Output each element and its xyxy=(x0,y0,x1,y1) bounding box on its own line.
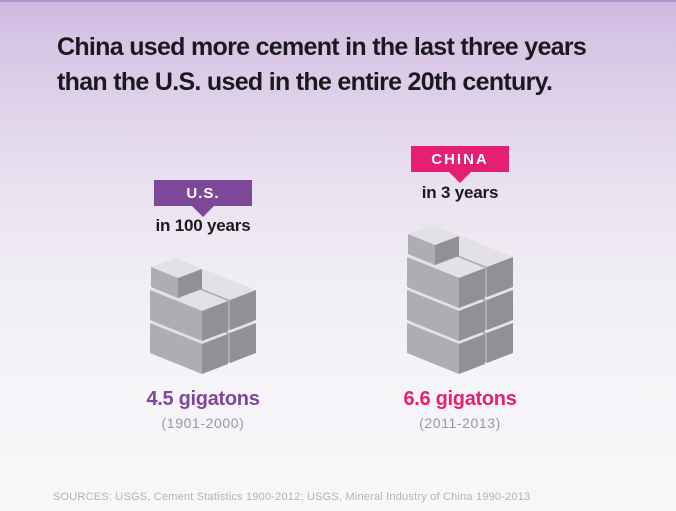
china-period-label: (2011-2013) xyxy=(419,415,501,431)
us-banner-pointer-icon xyxy=(192,206,214,217)
cube-right-face xyxy=(435,236,459,265)
us-label: U.S. xyxy=(186,184,220,202)
cube-front-face xyxy=(407,290,459,341)
cube-front-face xyxy=(150,323,202,374)
us-cement-blocks-illustration xyxy=(150,258,256,374)
china-banner-pointer-icon xyxy=(449,172,471,183)
china-label-banner: CHINA xyxy=(411,146,509,183)
china-cement-blocks-illustration xyxy=(407,225,513,374)
pointer-triangle xyxy=(192,206,214,217)
us-label-banner: U.S. xyxy=(154,180,252,217)
top-edge-strip xyxy=(0,0,676,2)
cube-right-face xyxy=(459,301,485,341)
cube-front-face xyxy=(407,257,459,308)
cube-front-face xyxy=(407,323,459,374)
china-duration-label: in 3 years xyxy=(421,183,499,202)
china-label: CHINA xyxy=(431,150,489,168)
cube-right-face xyxy=(230,323,256,363)
cube-front-face xyxy=(150,290,202,341)
cube-right-face xyxy=(178,269,202,298)
cube-right-face xyxy=(459,334,485,374)
us-amount-label: 4.5 gigatons xyxy=(146,388,260,410)
cube-right-face xyxy=(487,323,513,363)
cube-front-face xyxy=(151,267,178,298)
sources-note: SOURCES: USGS, Cement Statistics 1900-20… xyxy=(53,491,531,503)
cube-right-face xyxy=(459,268,485,308)
china-amount-label: 6.6 gigatons xyxy=(403,388,517,410)
page-title: China used more cement in the last three… xyxy=(57,30,637,100)
cube-right-face xyxy=(230,290,256,330)
cube-top-face xyxy=(151,258,202,278)
cube-right-face xyxy=(487,257,513,297)
cube-right-face xyxy=(202,334,228,374)
cube-top-face xyxy=(408,225,459,245)
cube-right-face xyxy=(202,301,228,341)
us-duration-label: in 100 years xyxy=(155,216,251,235)
cube-front-face xyxy=(408,234,435,265)
title-line-1: China used more cement in the last three… xyxy=(57,33,587,61)
us-period-label: (1901-2000) xyxy=(161,415,245,431)
cube-right-face xyxy=(487,290,513,330)
pointer-triangle xyxy=(449,172,471,183)
title-line-2: than the U.S. used in the entire 20th ce… xyxy=(57,68,553,96)
